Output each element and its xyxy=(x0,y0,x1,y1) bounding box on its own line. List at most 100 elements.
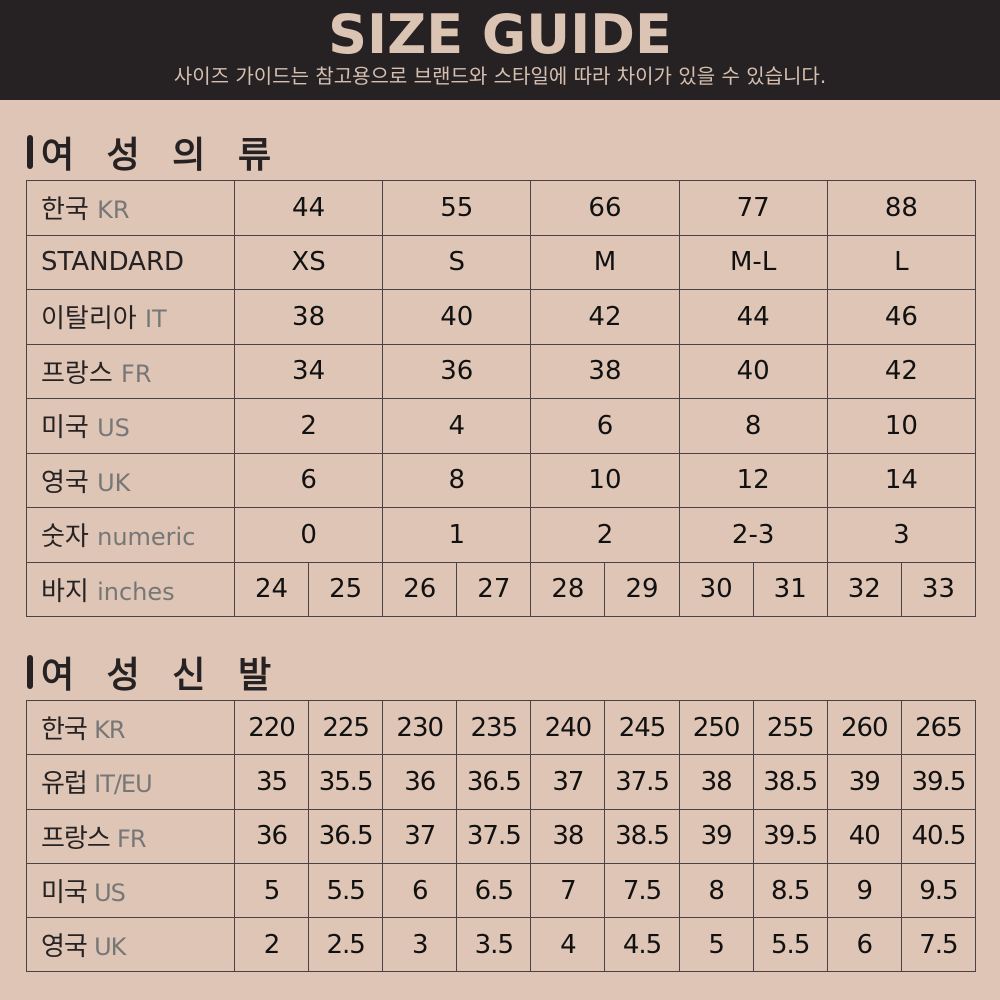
size-cell: 28 xyxy=(530,561,606,617)
page-title: SIZE GUIDE xyxy=(328,3,672,66)
row-label: 숫자 numeric xyxy=(26,507,235,563)
womens-clothing-table: 한국 KR 44 55 66 77 88 STANDARD XS S M M-L L 이탈리아 IT 3… xyxy=(26,180,977,617)
label-korean: 영국 xyxy=(41,932,88,963)
size-cell: 9 xyxy=(826,862,902,919)
label-english: KR xyxy=(97,196,130,225)
size-cell: 24 xyxy=(233,561,310,617)
size-cell: 36.5 xyxy=(456,754,532,810)
size-cell: 38 xyxy=(530,343,680,399)
row-label: 영국 UK xyxy=(26,917,235,973)
label-korean: 프랑스 xyxy=(41,358,113,389)
size-cell: 88 xyxy=(826,180,977,236)
row-label: 한국 KR xyxy=(26,699,235,756)
size-cell: 10 xyxy=(826,398,977,454)
size-cell: 36 xyxy=(382,754,458,810)
size-cell: 3 xyxy=(382,917,458,973)
size-cell: 245 xyxy=(604,699,680,756)
page-subtitle: 사이즈 가이드는 참고용으로 브랜드와 스타일에 따라 차이가 있을 수 있습니… xyxy=(173,64,827,88)
size-cell: 25 xyxy=(308,561,384,617)
section-title: 여 성 신 발 xyxy=(41,655,282,696)
table-row: 영국 UK 6 8 10 12 14 xyxy=(26,452,977,508)
size-cell: 36.5 xyxy=(308,808,384,864)
row-label: 프랑스 FR xyxy=(26,808,235,864)
size-cell: 29 xyxy=(604,561,680,617)
size-cell: 14 xyxy=(826,452,977,508)
size-cell: 10 xyxy=(530,452,680,508)
row-label: 이탈리아 IT xyxy=(26,289,235,345)
size-cell: 42 xyxy=(826,343,977,399)
label-korean: 미국 xyxy=(41,413,89,444)
size-cell: 240 xyxy=(530,699,606,756)
size-cell: 39.5 xyxy=(900,754,977,810)
size-cell: 250 xyxy=(678,699,754,756)
size-cell: 40 xyxy=(826,808,902,864)
size-cell: 9.5 xyxy=(900,862,977,919)
size-cell: 39 xyxy=(826,754,902,810)
section-marker xyxy=(27,655,33,689)
size-cell: M xyxy=(530,234,680,290)
size-cell: 3.5 xyxy=(456,917,532,973)
row-label: 유럽 IT/EU xyxy=(26,754,235,810)
size-cell: 5.5 xyxy=(308,862,384,919)
size-cell: 4 xyxy=(530,917,606,973)
size-cell: 220 xyxy=(233,699,310,756)
section-heading-womens-shoes: 여 성 신 발 xyxy=(27,652,281,696)
row-label: 영국 UK xyxy=(26,452,235,508)
size-cell: 3 xyxy=(826,507,977,563)
size-cell: 40.5 xyxy=(900,808,977,864)
size-cell: 42 xyxy=(530,289,680,345)
size-cell: 1 xyxy=(382,507,532,563)
size-cell: 6 xyxy=(233,452,384,508)
size-cell: 225 xyxy=(308,699,384,756)
size-cell: 30 xyxy=(678,561,754,617)
table-row: 미국 US 2 4 6 8 10 xyxy=(26,398,977,454)
size-cell: 66 xyxy=(530,180,680,236)
table-row: 한국 KR 44 55 66 77 88 xyxy=(26,180,977,236)
size-cell: S xyxy=(382,234,532,290)
row-label: 미국 US xyxy=(26,862,235,919)
table-row: 유럽 IT/EU 35 35.5 36 36.5 37 37.5 38 38.5 39 39.5 xyxy=(26,754,977,810)
size-cell: 6.5 xyxy=(456,862,532,919)
size-cell: 37 xyxy=(382,808,458,864)
size-cell: 31 xyxy=(752,561,828,617)
label-korean: 유럽 xyxy=(41,769,88,800)
label-korean: 이탈리아 xyxy=(41,304,137,335)
size-cell: 12 xyxy=(678,452,828,508)
table-row: 프랑스 FR 34 36 38 40 42 xyxy=(26,343,977,399)
row-label: 한국 KR xyxy=(26,180,235,236)
womens-shoes-table: 한국 KR 220 225 230 235 240 245 250 255 260 265 유럽 IT… xyxy=(26,699,977,973)
size-cell: 2 xyxy=(233,398,384,454)
size-cell: 8 xyxy=(382,452,532,508)
size-cell: 5.5 xyxy=(752,917,828,973)
size-cell: 44 xyxy=(678,289,828,345)
size-cell: 35 xyxy=(233,754,310,810)
table-row: 프랑스 FR 36 36.5 37 37.5 38 38.5 39 39.5 40 40.5 xyxy=(26,808,977,864)
size-cell: 27 xyxy=(456,561,532,617)
label-english: FR xyxy=(121,359,152,388)
size-cell: 40 xyxy=(678,343,828,399)
size-cell: 46 xyxy=(826,289,977,345)
label-english: US xyxy=(94,879,126,908)
label-english: IT xyxy=(144,305,167,334)
size-cell: 26 xyxy=(382,561,458,617)
size-cell: 265 xyxy=(900,699,977,756)
table-row-pants: 바지 inches 24 25 26 27 28 29 30 31 32 33 xyxy=(26,561,977,617)
table-row: 숫자 numeric 0 1 2 2-3 3 xyxy=(26,507,977,563)
size-cell: L xyxy=(826,234,977,290)
size-cell: 235 xyxy=(456,699,532,756)
size-cell: 38.5 xyxy=(752,754,828,810)
label-english: US xyxy=(97,414,130,443)
label-english: UK xyxy=(97,468,131,497)
size-cell: 7 xyxy=(530,862,606,919)
label-english: UK xyxy=(94,933,126,962)
label-korean: 바지 xyxy=(41,576,89,607)
label-english: numeric xyxy=(97,523,196,552)
size-cell: 44 xyxy=(233,180,384,236)
size-cell: 55 xyxy=(382,180,532,236)
size-cell: 38 xyxy=(678,754,754,810)
size-cell: 5 xyxy=(233,862,310,919)
size-cell: 38.5 xyxy=(604,808,680,864)
section-marker xyxy=(27,135,33,169)
size-cell: 37.5 xyxy=(456,808,532,864)
size-cell: 0 xyxy=(233,507,384,563)
